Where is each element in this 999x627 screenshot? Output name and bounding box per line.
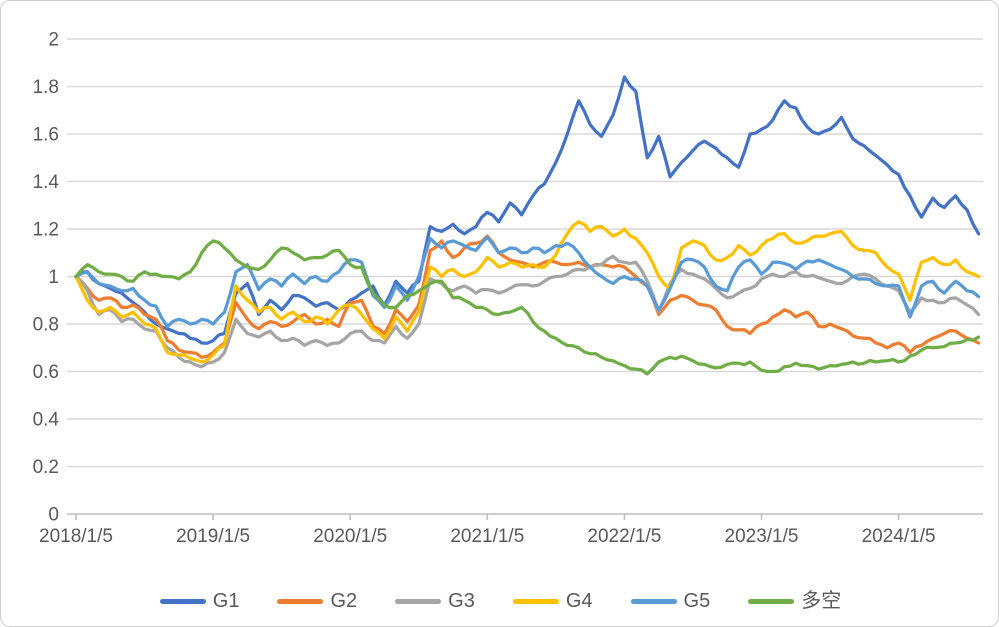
y-axis-label: 0 [48, 505, 59, 526]
series-line-G4 [74, 220, 981, 364]
y-axis-label: 1 [48, 267, 59, 288]
legend-swatch-G3 [395, 598, 442, 604]
x-axis-label: 2018/1/5 [39, 526, 113, 547]
legend-label: G4 [565, 590, 593, 612]
y-axis: 0 0.2 0.4 0.6 0.8 1 1.2 1.4 1.6 1.8 2 [33, 30, 60, 526]
x-axis-label: 2023/1/5 [725, 526, 799, 547]
legend-item-G3: G3 [395, 591, 475, 611]
legend-swatch-多空 [748, 598, 795, 604]
legend-label: 多空 [801, 590, 842, 612]
series-line-多空 [74, 239, 981, 376]
x-axis: 2018/1/5 2019/1/5 2020/1/5 2021/1/5 2022/1/5… [39, 513, 983, 547]
chart-legend: G1 G2 G3 G4 G5 多空 [1, 585, 998, 617]
legend-label: G5 [683, 590, 711, 612]
y-axis-label: 1.6 [33, 125, 59, 146]
series-line-G3 [74, 254, 981, 369]
legend-label: G2 [330, 590, 358, 612]
legend-label: G1 [212, 590, 240, 612]
series-line-G1 [74, 75, 981, 345]
series-lines [74, 75, 981, 376]
y-axis-label: 2 [48, 30, 59, 51]
legend-item-G5: G5 [630, 590, 711, 612]
legend-item-G4: G4 [512, 590, 593, 612]
y-axis-label: 0.4 [33, 410, 60, 431]
y-axis-label: 0.8 [33, 315, 59, 336]
legend-swatch-G2 [277, 598, 324, 604]
y-axis-label: 0.6 [33, 362, 59, 383]
y-axis-label: 1.8 [33, 77, 59, 98]
legend-label: G3 [448, 590, 475, 612]
y-axis-label: 1.4 [33, 172, 60, 193]
y-axis-label: 0.2 [33, 457, 59, 478]
y-axis-label: 1.2 [33, 220, 59, 241]
series-line-G5 [74, 235, 981, 329]
legend-item-G1: G1 [159, 590, 240, 612]
legend-swatch-G4 [512, 598, 559, 604]
legend-item-G2: G2 [277, 591, 357, 611]
series-line-G2 [74, 234, 981, 359]
x-axis-label: 2021/1/5 [450, 526, 524, 547]
legend-swatch-G5 [630, 598, 677, 604]
x-axis-label: 2020/1/5 [313, 526, 387, 547]
legend-swatch-G1 [159, 598, 206, 604]
legend-item-多空: 多空 [748, 591, 841, 611]
x-axis-label: 2022/1/5 [587, 526, 661, 547]
x-axis-label: 2024/1/5 [862, 526, 936, 547]
gridlines [67, 38, 983, 468]
x-axis-label: 2019/1/5 [176, 526, 250, 547]
